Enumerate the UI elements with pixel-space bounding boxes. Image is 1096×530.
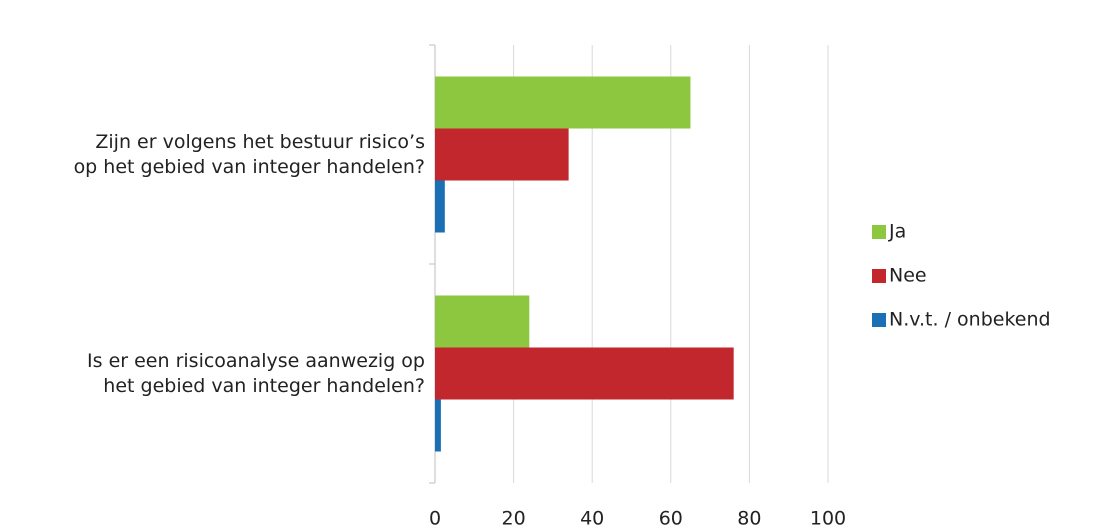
y-tick-label: Is er een risicoanalyse aanwezig op het … <box>87 349 425 397</box>
legend-swatch <box>872 225 886 239</box>
x-tick-label: 100 <box>810 508 846 530</box>
x-tick-label: 60 <box>659 508 683 530</box>
bar <box>435 76 691 129</box>
x-tick-label: 80 <box>737 508 761 530</box>
legend-label: Ja <box>888 221 906 243</box>
bar <box>435 295 530 348</box>
x-tick-label: 40 <box>580 508 604 530</box>
bar <box>435 180 445 233</box>
y-tick-label: Zijn er volgens het bestuur risico’s op … <box>73 130 425 178</box>
legend-label: N.v.t. / onbekend <box>889 309 1051 331</box>
bar <box>435 128 569 181</box>
legend-swatch <box>872 313 886 327</box>
bar <box>435 399 441 452</box>
x-tick-label: 20 <box>502 508 526 530</box>
x-tick-label: 0 <box>429 508 441 530</box>
legend-swatch <box>872 269 886 283</box>
legend-label: Nee <box>889 265 927 287</box>
bar <box>435 347 734 400</box>
